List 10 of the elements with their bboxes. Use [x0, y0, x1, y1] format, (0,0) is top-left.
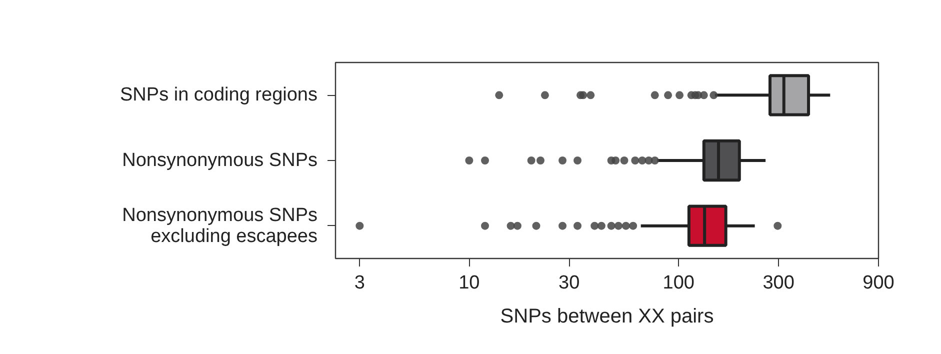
- x-tick-label: 3: [354, 272, 365, 294]
- y-tick-label: Nonsynonymous SNPs: [122, 150, 318, 171]
- y-tick-label: Nonsynonymous SNPs excluding escapees: [122, 204, 318, 247]
- x-tick-label: 30: [558, 272, 580, 294]
- y-tick-label: SNPs in coding regions: [120, 84, 318, 106]
- x-tick-label: 900: [862, 272, 894, 294]
- x-tick-label: 100: [662, 272, 694, 294]
- x-tick-label: 10: [458, 272, 480, 294]
- x-axis-title: SNPs between XX pairs: [500, 306, 714, 328]
- x-tick-label: 300: [762, 272, 794, 294]
